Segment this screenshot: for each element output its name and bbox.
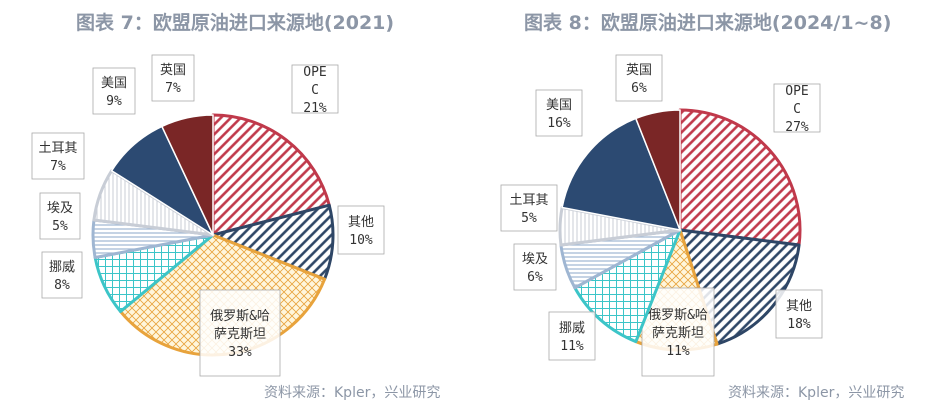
slice-name-0-5-0: 土耳其 <box>38 141 77 156</box>
slice-value-1-3: 11% <box>560 339 584 354</box>
pie-slice-1-0 <box>678 108 802 247</box>
slice-value-0-7: 7% <box>165 81 181 96</box>
slice-value-0-2: 33% <box>228 345 252 360</box>
slice-label-1-7: 英国 6% <box>615 54 663 102</box>
slice-label-box <box>615 54 663 102</box>
slice-value-1-0: 27% <box>785 120 809 135</box>
slice-value-1-1: 18% <box>787 317 811 332</box>
slice-label-box <box>775 289 823 339</box>
slice-label-1-1: 其他 18% <box>775 289 823 339</box>
slice-label-box <box>39 192 81 240</box>
slice-name-0-0-1: C <box>311 83 319 98</box>
pie-slice-0-0 <box>211 113 331 237</box>
slice-label-0-6: 美国 9% <box>92 67 136 115</box>
slice-label-box <box>291 64 339 114</box>
slice-label-1-4: 埃及 6% <box>513 243 557 291</box>
slice-label-box <box>773 83 821 133</box>
slice-label-box <box>641 287 715 377</box>
slice-name-1-0-0: OPE <box>785 84 808 99</box>
slice-label-1-5: 土耳其 5% <box>500 184 558 232</box>
slice-value-1-7: 6% <box>631 81 647 96</box>
slice-value-1-5: 5% <box>521 211 537 226</box>
slice-label-box <box>31 132 85 180</box>
slice-name-0-0-0: OPE <box>303 65 326 80</box>
slice-label-box <box>535 89 583 137</box>
slice-label-box <box>199 289 281 377</box>
slice-value-0-1: 10% <box>349 233 373 248</box>
slice-name-1-4-0: 埃及 <box>522 252 548 267</box>
slice-name-0-6-0: 美国 <box>101 76 127 91</box>
slice-label-1-6: 美国 16% <box>535 89 583 137</box>
slice-label-box <box>41 251 83 299</box>
source-note-1: 资料来源：Kpler，兴业研究 <box>264 385 441 401</box>
slice-label-box <box>513 243 557 291</box>
slice-label-box <box>548 311 596 361</box>
slice-name-1-2-0: 俄罗斯&哈 <box>648 308 708 323</box>
slice-label-0-4: 埃及 5% <box>39 192 81 240</box>
slice-name-1-6-0: 美国 <box>546 98 572 113</box>
slice-label-1-3: 挪威 11% <box>548 311 596 361</box>
slice-name-0-4-0: 埃及 <box>47 201 73 216</box>
slice-value-1-2: 11% <box>666 344 690 359</box>
slice-label-0-1: 其他 10% <box>337 205 385 255</box>
slice-label-0-7: 英国 7% <box>151 54 195 102</box>
slice-name-1-2-1: 萨克斯坦 <box>652 326 704 341</box>
chart-title-1: 图表 7：欧盟原油进口来源地(2021) <box>76 12 395 34</box>
slice-label-box <box>337 205 385 255</box>
slice-name-0-2-0: 俄罗斯&哈 <box>210 309 270 324</box>
chart-title-2: 图表 8：欧盟原油进口来源地(2024/1~8) <box>524 12 892 34</box>
slice-name-1-0-1: C <box>793 102 801 117</box>
slice-value-0-6: 9% <box>106 94 122 109</box>
slice-value-1-4: 6% <box>527 270 543 285</box>
pie-slice-1-7 <box>635 109 681 231</box>
slice-label-0-0: OPE C 21% <box>291 64 339 116</box>
slice-value-0-4: 5% <box>52 219 68 234</box>
slice-value-1-6: 16% <box>547 116 571 131</box>
pie-slice-0-7 <box>161 114 214 236</box>
source-note-2: 资料来源：Kpler，兴业研究 <box>728 385 905 401</box>
slice-label-box <box>151 54 195 102</box>
slice-name-0-3-0: 挪威 <box>49 260 75 275</box>
pie-slice-1-6 <box>561 117 681 231</box>
slice-name-1-1-0: 其他 <box>786 299 812 314</box>
slice-value-0-0: 21% <box>303 101 327 116</box>
slice-label-1-0: OPE C 27% <box>773 83 821 135</box>
slice-name-0-7-0: 英国 <box>160 63 186 78</box>
slice-label-box <box>92 67 136 115</box>
slice-label-0-3: 挪威 8% <box>41 251 83 299</box>
slice-value-0-3: 8% <box>54 278 70 293</box>
slice-name-1-3-0: 挪威 <box>559 321 585 336</box>
pie-slice-1-3 <box>573 228 682 344</box>
slice-name-1-5-0: 土耳其 <box>509 193 548 208</box>
slice-name-0-1-0: 其他 <box>348 215 374 230</box>
slice-name-0-2-1: 萨克斯坦 <box>214 327 266 342</box>
slice-name-1-7-0: 英国 <box>626 63 652 78</box>
slice-label-box <box>500 184 558 232</box>
slice-value-0-5: 7% <box>50 159 66 174</box>
slice-label-0-5: 土耳其 7% <box>31 132 85 180</box>
